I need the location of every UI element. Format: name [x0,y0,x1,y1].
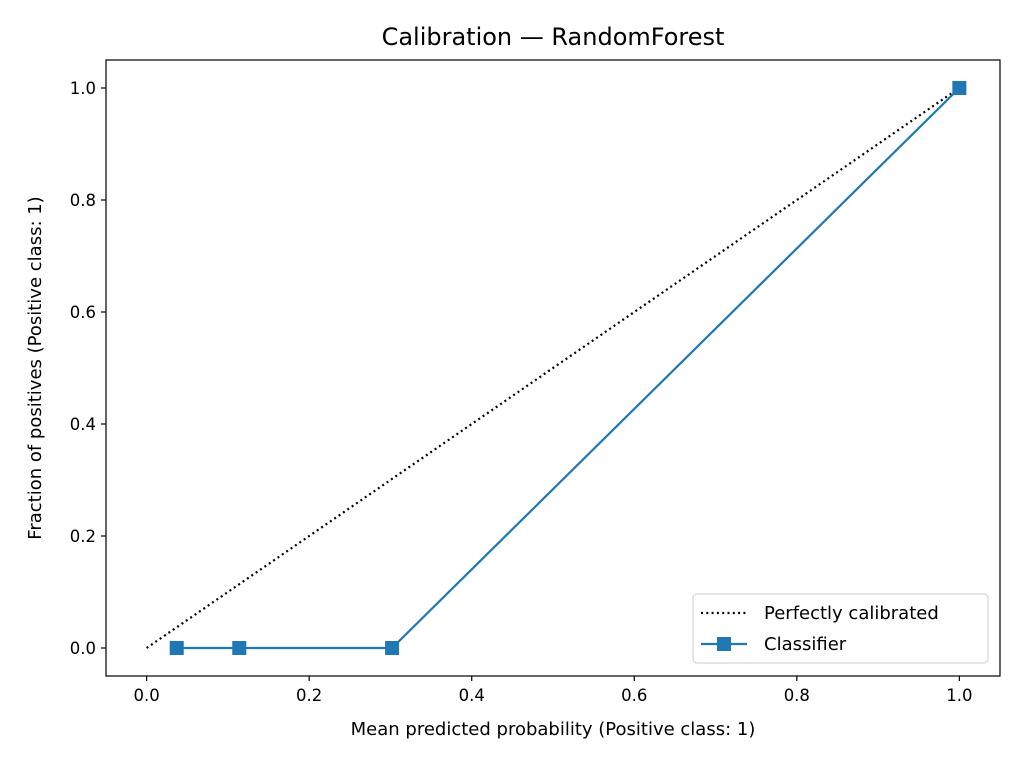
x-tick-label: 1.0 [946,686,972,705]
x-tick-label: 0.6 [621,686,647,705]
plot-frame [105,59,1001,677]
legend-marker-classifier [717,637,731,651]
legend-label-classifier: Classifier [764,634,847,655]
series-layer [146,81,967,655]
data-point-classifier [952,81,967,95]
y-tick-label: 0.0 [70,639,96,658]
y-tick-label: 1.0 [70,79,96,98]
data-point-classifier [385,641,400,655]
data-point-classifier [169,641,184,655]
x-axis-label: Mean predicted probability (Positive cla… [351,719,756,740]
x-tick-label: 0.2 [296,686,322,705]
legend: Perfectly calibrated Classifier [692,593,989,664]
y-tick-label: 0.8 [70,191,96,210]
y-tick-label: 0.4 [70,415,96,434]
x-tick-label: 0.0 [134,686,160,705]
legend-box [692,593,989,664]
legend-label-perfectly-calibrated: Perfectly calibrated [764,603,939,624]
series-line-perfectly-calibrated [146,87,960,649]
y-axis-label: Fraction of positives (Positive class: 1… [25,196,46,539]
x-tick-label: 0.4 [459,686,485,705]
ticks-layer: 0.0 0.2 0.4 0.6 0.8 1.0 0.0 0.2 0.4 0.6 0.8 1.0 [70,79,973,705]
data-point-classifier [232,641,247,655]
y-tick-label: 0.6 [70,303,96,322]
y-tick-label: 0.2 [70,527,96,546]
chart-title: Calibration — RandomForest [382,23,725,51]
x-tick-label: 0.8 [784,686,810,705]
series-line-classifier [176,87,961,650]
